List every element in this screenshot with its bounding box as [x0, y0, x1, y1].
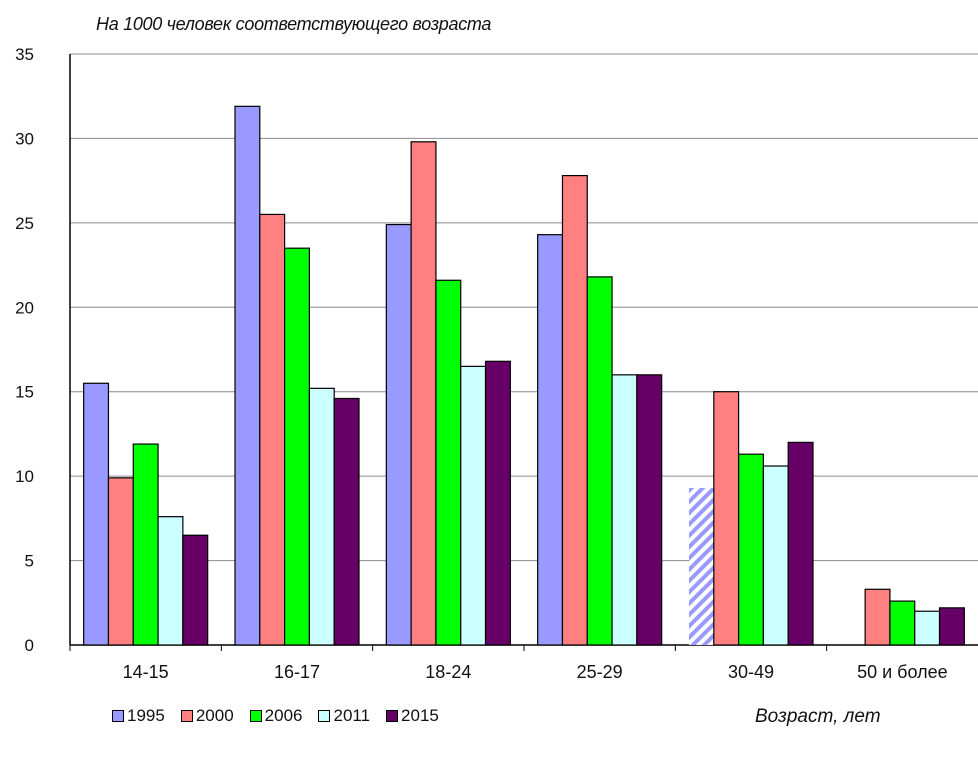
bar-1995-30-49: [689, 487, 714, 645]
bars: [83, 105, 965, 646]
y-tick-label: 5: [25, 552, 34, 571]
x-tick-label: 16-17: [274, 662, 320, 682]
legend-swatch: [249, 710, 262, 722]
bar-2006-14-15: [132, 443, 159, 646]
x-tick-label: 25-29: [577, 662, 623, 682]
bar-2000-18-24: [410, 141, 437, 646]
bar-2000-50-и-более: [864, 588, 891, 646]
bar-2011-18-24: [460, 365, 487, 646]
bar-1995-16-17: [234, 105, 261, 646]
bar-1995-25-29: [537, 234, 564, 646]
bar-2006-30-49: [737, 453, 764, 646]
legend-swatch: [386, 710, 399, 722]
x-axis-title: Возраст, лет: [755, 706, 881, 727]
x-tick-label: 18-24: [425, 662, 471, 682]
legend-swatch: [180, 710, 193, 722]
bar-2015-18-24: [484, 360, 511, 646]
legend-label: 2015: [401, 706, 439, 725]
bar-1995-14-15: [83, 382, 110, 646]
bar-2015-50-и-более: [938, 607, 965, 646]
bar-2011-30-49: [762, 465, 789, 646]
bar-2011-50-и-более: [914, 610, 941, 646]
legend-item-1995: 1995: [112, 706, 165, 726]
bar-2000-16-17: [259, 213, 286, 646]
tick-labels: 0 5 10 15 20 25 30 35 14-15 16-17 18-24 25-29 30-49 5…: [15, 45, 948, 682]
legend: 1995 2000 2006 2011 2015: [112, 706, 439, 726]
legend-swatch: [318, 710, 331, 722]
legend-label: 2011: [333, 706, 371, 725]
y-tick-label: 25: [15, 214, 34, 233]
legend-item-2015: 2015: [386, 706, 439, 726]
legend-item-2006: 2006: [249, 706, 303, 726]
legend-label: 1995: [127, 706, 165, 725]
bar-2006-25-29: [586, 276, 613, 646]
bar-2015-16-17: [333, 397, 360, 646]
x-tick-label: 14-15: [123, 662, 169, 682]
bar-2015-14-15: [182, 534, 209, 646]
grid-lines: [70, 53, 978, 562]
legend-label: 2000: [195, 706, 234, 725]
bar-2000-14-15: [107, 477, 134, 646]
y-tick-label: 35: [15, 45, 34, 64]
legend-item-2011: 2011: [318, 706, 370, 726]
axes: [69, 54, 978, 651]
bar-2000-30-49: [713, 391, 740, 646]
bar-2015-30-49: [787, 441, 814, 646]
y-tick-label: 15: [15, 383, 34, 402]
y-tick-label: 0: [25, 636, 34, 655]
y-tick-label: 10: [15, 467, 34, 486]
bar-1995-18-24: [385, 223, 412, 646]
y-axis-title: На 1000 человек соответствующего возраст…: [96, 14, 492, 34]
legend-label: 2006: [264, 706, 303, 725]
bar-2011-16-17: [308, 387, 335, 646]
x-tick-label: 30-49: [728, 662, 774, 682]
bar-2000-25-29: [561, 174, 588, 646]
bar-2006-18-24: [435, 279, 462, 646]
bar-2011-14-15: [157, 516, 184, 646]
y-tick-label: 30: [15, 129, 34, 148]
bar-2011-25-29: [611, 374, 638, 646]
legend-swatch: [112, 710, 124, 722]
bar-2006-16-17: [284, 247, 311, 646]
y-tick-label: 20: [15, 298, 34, 317]
x-tick-label: 50 и более: [857, 662, 948, 682]
legend-item-2000: 2000: [180, 706, 234, 726]
bar-2015-25-29: [636, 374, 663, 646]
bar-2006-50-и-более: [889, 600, 916, 646]
